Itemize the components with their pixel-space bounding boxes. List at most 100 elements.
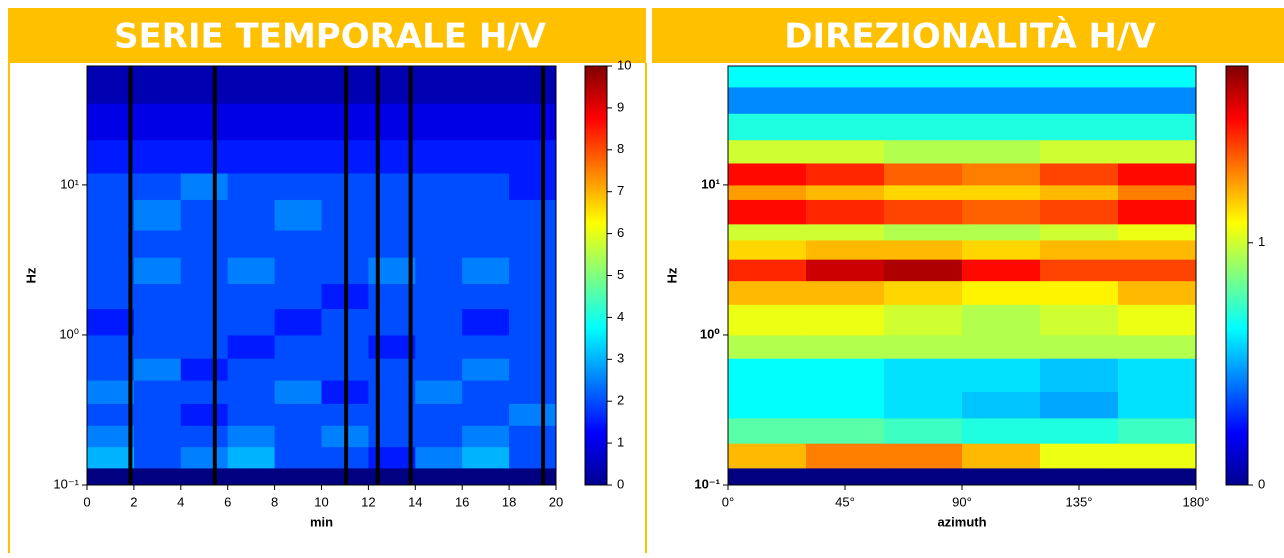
heat-cell: [1040, 163, 1119, 185]
heat-cell: [134, 66, 181, 104]
x-tick-label: 10: [314, 494, 328, 509]
x-axis-label: azimuth: [937, 514, 986, 529]
heat-cell: [275, 309, 322, 336]
heat-cell: [181, 468, 228, 486]
colorbar-tick-label: 3: [617, 351, 624, 366]
heat-cell: [728, 259, 807, 281]
heat-cell: [806, 358, 885, 392]
heat-cell: [462, 257, 509, 284]
heat-cell: [415, 468, 462, 486]
y-tick-label: 10¹: [60, 176, 79, 191]
heat-cell: [134, 335, 181, 359]
heat-cell: [87, 284, 134, 309]
heat-cell: [1118, 140, 1197, 164]
heat-cell: [275, 103, 322, 140]
heat-cell: [806, 468, 885, 486]
heat-cell: [806, 335, 885, 359]
heat-cell: [181, 257, 228, 284]
heat-cell: [884, 418, 963, 444]
heat-cell: [275, 173, 322, 200]
heat-cell: [728, 358, 807, 392]
heat-cell: [275, 425, 322, 447]
heat-cell: [509, 257, 556, 284]
heat-cell: [462, 284, 509, 309]
colorbar-tick-label: 1: [1258, 234, 1265, 249]
heat-cell: [462, 468, 509, 486]
heat-cell: [884, 443, 963, 468]
heat-cell: [806, 87, 885, 114]
heat-cell: [415, 103, 462, 140]
heat-cell: [1040, 304, 1119, 335]
heat-cell: [962, 163, 1041, 185]
y-axis-label: Hz: [23, 267, 38, 283]
heat-cell: [134, 173, 181, 200]
heat-cell: [415, 335, 462, 359]
data-gap: [213, 66, 217, 485]
heat-cell: [181, 380, 228, 404]
heat-cell: [462, 309, 509, 336]
heat-cell: [415, 140, 462, 174]
heat-cell: [806, 240, 885, 260]
heat-cell: [181, 173, 228, 200]
panel-border: [8, 63, 10, 553]
heat-cell: [228, 468, 275, 486]
heat-cell: [728, 335, 807, 359]
heat-cell: [87, 140, 134, 174]
colorbar-tick-label: 10: [617, 57, 631, 72]
heat-cell: [884, 163, 963, 185]
heat-cell: [728, 185, 807, 200]
heat-cell: [415, 173, 462, 200]
heat-cell: [87, 403, 134, 425]
heat-cell: [1118, 113, 1197, 140]
heat-cell: [415, 284, 462, 309]
heat-cell: [181, 447, 228, 469]
heat-cell: [1118, 259, 1197, 281]
colorbar-tick-label: 4: [617, 309, 624, 324]
heat-cell: [87, 447, 134, 469]
colorbar-tick-label: 5: [617, 267, 624, 282]
heat-cell: [181, 335, 228, 359]
heat-cell: [275, 403, 322, 425]
heat-cell: [962, 358, 1041, 392]
heat-cell: [181, 358, 228, 380]
x-tick-label: 16: [455, 494, 469, 509]
heat-cell: [462, 230, 509, 258]
heat-cell: [1118, 163, 1197, 185]
heat-cell: [806, 418, 885, 444]
heat-cell: [462, 335, 509, 359]
heat-cell: [275, 284, 322, 309]
y-axis-label: Hz: [664, 267, 679, 283]
heat-cell: [462, 447, 509, 469]
heat-cell: [728, 87, 807, 114]
heat-cell: [415, 447, 462, 469]
heat-cell: [1040, 185, 1119, 200]
heat-cell: [228, 335, 275, 359]
heat-cell: [415, 199, 462, 230]
heat-cell: [806, 304, 885, 335]
y-tick-label: 10⁰: [700, 326, 720, 341]
heat-cell: [275, 140, 322, 174]
heat-cell: [806, 140, 885, 164]
heat-cell: [1118, 66, 1197, 87]
heat-cell: [509, 468, 556, 486]
heat-cell: [1040, 140, 1119, 164]
heat-cell: [228, 103, 275, 140]
heat-cell: [181, 66, 228, 104]
heat-cell: [87, 66, 134, 104]
heat-cell: [509, 447, 556, 469]
panel-title: DIREZIONALITÀ H/V: [784, 16, 1156, 57]
heat-cell: [462, 425, 509, 447]
heat-cell: [228, 199, 275, 230]
heat-cell: [1118, 185, 1197, 200]
heat-cell: [1118, 87, 1197, 114]
heat-cell: [1040, 199, 1119, 224]
heat-cell: [228, 425, 275, 447]
heat-cell: [275, 468, 322, 486]
heat-cell: [228, 447, 275, 469]
heat-cell: [1118, 335, 1197, 359]
heat-cell: [275, 66, 322, 104]
heat-cell: [884, 113, 963, 140]
heat-cell: [728, 391, 807, 418]
heat-cell: [134, 447, 181, 469]
heat-cell: [1040, 468, 1119, 486]
